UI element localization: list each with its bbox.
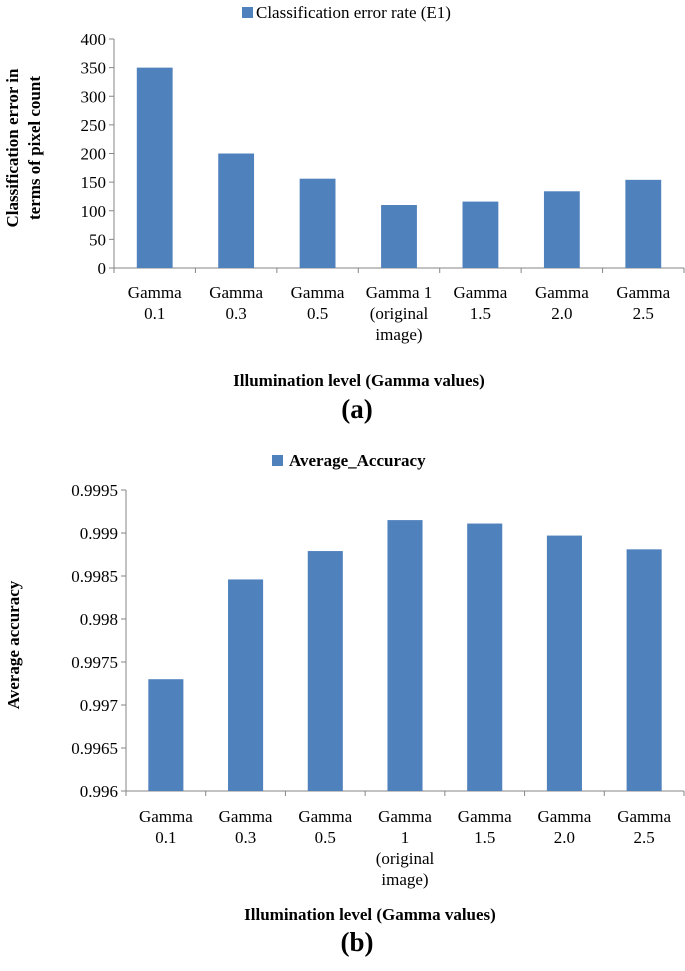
x-category-label: 2.0 xyxy=(551,304,572,323)
bar-6 xyxy=(543,191,580,268)
y-tick-label: 300 xyxy=(81,87,107,106)
bar-6 xyxy=(546,535,582,791)
bar-2 xyxy=(228,579,264,791)
x-category-label: Gamma xyxy=(458,807,512,826)
y-tick-label: 0.9995 xyxy=(71,481,118,500)
y-tick-label: 0.9985 xyxy=(71,567,118,586)
legend-label: Classification error rate (E1) xyxy=(256,3,451,22)
bar-5 xyxy=(467,523,503,791)
bar-1 xyxy=(136,67,173,268)
x-category-label: (original xyxy=(370,304,429,323)
y-tick-label: 0 xyxy=(98,259,107,278)
y-tick-label: 0.996 xyxy=(80,782,118,801)
legend-label: Average_Accuracy xyxy=(289,451,426,470)
y-tick-label: 0.999 xyxy=(80,524,118,543)
x-category-label: Gamma xyxy=(535,283,589,302)
x-category-label: 0.5 xyxy=(315,828,336,847)
x-category-label: Gamma xyxy=(617,807,671,826)
y-axis-title: Average accuracy xyxy=(4,580,23,709)
x-category-label: Gamma xyxy=(291,283,345,302)
x-category-label: image) xyxy=(375,325,422,344)
x-category-label: 2.0 xyxy=(554,828,575,847)
x-axis-title: Illumination level (Gamma values) xyxy=(233,371,485,390)
x-category-label: Gamma 1 xyxy=(366,283,433,302)
x-category-label: Gamma xyxy=(298,807,352,826)
y-tick-label: 50 xyxy=(89,230,106,249)
x-category-label: 1.5 xyxy=(474,828,495,847)
x-category-label: Gamma xyxy=(128,283,182,302)
y-tick-label: 0.998 xyxy=(80,610,118,629)
x-category-label: Gamma xyxy=(454,283,508,302)
x-category-label: 2.5 xyxy=(633,304,654,323)
y-tick-label: 150 xyxy=(81,173,107,192)
y-axis-title: Classification error in xyxy=(3,68,22,228)
y-tick-label: 400 xyxy=(81,30,107,49)
x-category-label: 0.3 xyxy=(235,828,256,847)
y-tick-label: 0.9975 xyxy=(71,653,118,672)
x-category-label: 2.5 xyxy=(634,828,655,847)
y-tick-label: 250 xyxy=(81,116,107,135)
x-category-label: Gamma xyxy=(616,283,670,302)
bar-7 xyxy=(625,179,662,268)
x-axis-title: Illumination level (Gamma values) xyxy=(244,905,496,924)
x-category-label: image) xyxy=(381,870,428,889)
x-category-label: 0.3 xyxy=(226,304,247,323)
panel-label: (b) xyxy=(341,927,374,957)
chart-b: Average_Accuracy 0.996 0.9965 0.997 0.9975 0.… xyxy=(4,451,685,957)
x-category-label: Gamma xyxy=(139,807,193,826)
x-category-label: Gamma xyxy=(378,807,432,826)
bar-4 xyxy=(381,205,417,268)
x-category-label: 0.1 xyxy=(144,304,165,323)
y-tick-label: 200 xyxy=(81,145,107,164)
bar-3 xyxy=(307,551,343,791)
x-category-label: 1.5 xyxy=(470,304,491,323)
x-category-label: Gamma xyxy=(538,807,592,826)
bar-4 xyxy=(387,520,423,791)
x-category-label: 0.1 xyxy=(155,828,176,847)
x-category-label: 1 xyxy=(401,828,410,847)
y-tick-label: 350 xyxy=(81,59,107,78)
bar-2 xyxy=(218,153,255,268)
x-category-label: Gamma xyxy=(219,807,273,826)
legend-swatch xyxy=(272,455,283,466)
bar-3 xyxy=(299,178,336,268)
bar-5 xyxy=(462,201,499,268)
y-tick-label: 100 xyxy=(81,202,107,221)
x-category-label: (original xyxy=(376,849,435,868)
y-axis-title: terms of pixel count xyxy=(25,76,44,220)
legend-swatch xyxy=(242,7,253,18)
panel-label: (a) xyxy=(341,394,372,424)
bar-7 xyxy=(626,549,662,791)
y-tick-label: 0.997 xyxy=(80,696,119,715)
chart-a: Classification error rate (E1) 0 50 100 150 2… xyxy=(3,3,685,424)
x-category-label: 0.5 xyxy=(307,304,328,323)
bar-1 xyxy=(148,679,184,791)
y-tick-label: 0.9965 xyxy=(71,739,118,758)
x-category-label: Gamma xyxy=(209,283,263,302)
